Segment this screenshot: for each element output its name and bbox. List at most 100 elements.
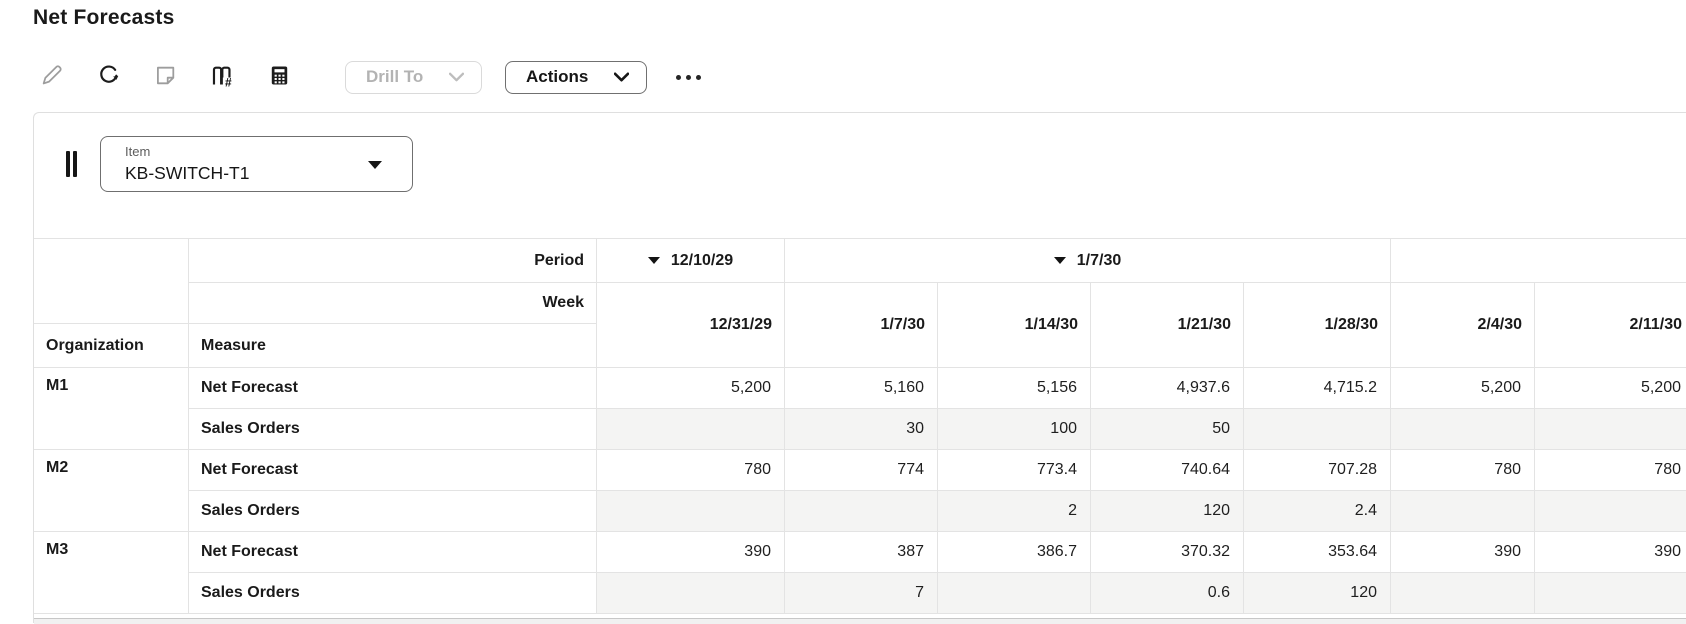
value-cell[interactable]: 5,200 bbox=[1535, 368, 1686, 409]
period-header-cell[interactable]: 12/10/29 bbox=[597, 239, 785, 283]
ellipsis-icon bbox=[676, 74, 701, 80]
calculator-button[interactable] bbox=[266, 64, 292, 90]
value-cell: 120 bbox=[1091, 491, 1244, 532]
value-cell[interactable]: 390 bbox=[1535, 532, 1686, 573]
value-cell: 120 bbox=[1244, 573, 1391, 614]
value-cell: 30 bbox=[785, 409, 938, 450]
value-cell[interactable]: 4,937.6 bbox=[1091, 368, 1244, 409]
period-header-cell[interactable]: 1/7/30 bbox=[785, 239, 1391, 283]
dropdown-arrow-icon bbox=[647, 257, 660, 264]
actions-label: Actions bbox=[526, 67, 589, 86]
more-actions-button[interactable] bbox=[674, 69, 703, 86]
value-cell-text: 2.4 bbox=[1354, 502, 1377, 519]
value-cell-text: 2 bbox=[1068, 502, 1077, 519]
measure-row-header: Net Forecast bbox=[189, 368, 597, 409]
value-cell-text: 390 bbox=[1654, 543, 1681, 560]
sticky-note-button[interactable] bbox=[152, 64, 178, 90]
week-header-cell: 2/4/30 bbox=[1391, 283, 1535, 368]
period-axis-label-text: Period bbox=[534, 251, 584, 269]
drill-to-button[interactable]: Drill To bbox=[345, 60, 482, 94]
value-cell-text: 780 bbox=[744, 461, 771, 478]
drag-handle-icon[interactable] bbox=[66, 151, 77, 177]
org-row-header-text: M1 bbox=[46, 377, 69, 394]
value-cell[interactable]: 780 bbox=[597, 450, 785, 491]
page-title: Net Forecasts bbox=[33, 6, 175, 29]
measure-header-cell: Measure bbox=[189, 324, 597, 368]
chevron-down-icon bbox=[614, 72, 629, 82]
pivot-grid: Period 12/10/29 1/7/30 Week 12/31/29 1/7/30 1/… bbox=[34, 238, 1686, 614]
value-cell-text: 707.28 bbox=[1328, 461, 1377, 478]
measure-row-header-text: Net Forecast bbox=[201, 379, 298, 396]
page-number-book-button[interactable]: # bbox=[209, 64, 235, 90]
week-header-cell: 1/28/30 bbox=[1244, 283, 1391, 368]
measure-row-header: Net Forecast bbox=[189, 450, 597, 491]
value-cell[interactable]: 774 bbox=[785, 450, 938, 491]
corner-empty-cell bbox=[34, 239, 189, 324]
item-combobox-label: Item bbox=[125, 144, 151, 159]
org-row-header: M2 bbox=[34, 450, 189, 532]
value-cell-text: 5,200 bbox=[1480, 379, 1521, 396]
value-cell bbox=[1391, 409, 1535, 450]
value-cell[interactable]: 740.64 bbox=[1091, 450, 1244, 491]
dropdown-arrow-icon bbox=[1053, 257, 1066, 264]
content-panel: Item KB-SWITCH-T1 Period 12/10/29 1/7/30 We… bbox=[33, 112, 1686, 624]
value-cell-text: 50 bbox=[1212, 420, 1230, 437]
value-cell[interactable]: 5,156 bbox=[938, 368, 1091, 409]
value-cell bbox=[1391, 573, 1535, 614]
value-cell[interactable]: 353.64 bbox=[1244, 532, 1391, 573]
value-cell-text: 0.6 bbox=[1207, 584, 1230, 601]
measure-row-header: Sales Orders bbox=[189, 573, 597, 614]
value-cell: 2.4 bbox=[1244, 491, 1391, 532]
value-cell[interactable]: 780 bbox=[1535, 450, 1686, 491]
value-cell[interactable]: 4,715.2 bbox=[1244, 368, 1391, 409]
measure-row-header-text: Sales Orders bbox=[201, 584, 300, 601]
item-combobox[interactable]: Item KB-SWITCH-T1 bbox=[100, 136, 413, 192]
value-cell[interactable]: 387 bbox=[785, 532, 938, 573]
value-cell-text: 780 bbox=[1654, 461, 1681, 478]
week-header-cell-text: 12/31/29 bbox=[709, 316, 772, 333]
value-cell[interactable]: 5,160 bbox=[785, 368, 938, 409]
week-header-cell-text: 2/4/30 bbox=[1477, 316, 1522, 333]
value-cell-text: 5,200 bbox=[730, 379, 771, 396]
value-cell[interactable]: 386.7 bbox=[938, 532, 1091, 573]
value-cell: 0.6 bbox=[1091, 573, 1244, 614]
actions-button[interactable]: Actions bbox=[505, 60, 647, 94]
value-cell[interactable]: 5,200 bbox=[597, 368, 785, 409]
chevron-down-icon bbox=[449, 72, 464, 82]
calculator-icon bbox=[267, 63, 292, 91]
value-cell bbox=[597, 573, 785, 614]
value-cell[interactable]: 370.32 bbox=[1091, 532, 1244, 573]
value-cell[interactable]: 773.4 bbox=[938, 450, 1091, 491]
week-header-cell: 2/11/30 bbox=[1535, 283, 1686, 368]
value-cell-text: 5,160 bbox=[883, 379, 924, 396]
value-cell-text: 5,156 bbox=[1036, 379, 1077, 396]
period-header-cell-text: 12/10/29 bbox=[670, 251, 734, 269]
value-cell-text: 4,937.6 bbox=[1176, 379, 1230, 396]
measure-row-header-text: Net Forecast bbox=[201, 461, 298, 478]
value-cell[interactable]: 390 bbox=[1391, 532, 1535, 573]
value-cell-text: 390 bbox=[1494, 543, 1521, 560]
value-cell[interactable]: 390 bbox=[597, 532, 785, 573]
grid-bottom-scrollbar[interactable] bbox=[34, 618, 1686, 624]
edit-pencil-button[interactable] bbox=[38, 64, 64, 90]
value-cell[interactable]: 5,200 bbox=[1391, 368, 1535, 409]
value-cell: 50 bbox=[1091, 409, 1244, 450]
week-header-cell-text: 1/7/30 bbox=[880, 316, 925, 333]
value-cell-text: 5,200 bbox=[1640, 379, 1681, 396]
value-cell bbox=[1391, 491, 1535, 532]
value-cell: 2 bbox=[938, 491, 1091, 532]
value-cell bbox=[597, 409, 785, 450]
value-cell-text: 7 bbox=[915, 584, 924, 601]
value-cell-text: 120 bbox=[1350, 584, 1377, 601]
week-header-cell-text: 1/28/30 bbox=[1324, 316, 1378, 333]
value-cell[interactable]: 707.28 bbox=[1244, 450, 1391, 491]
refresh-button[interactable] bbox=[95, 64, 121, 90]
organization-header-cell: Organization bbox=[34, 324, 189, 368]
value-cell bbox=[1535, 573, 1686, 614]
week-header-cell: 1/14/30 bbox=[938, 283, 1091, 368]
value-cell bbox=[597, 491, 785, 532]
value-cell-text: 100 bbox=[1050, 420, 1077, 437]
value-cell[interactable]: 780 bbox=[1391, 450, 1535, 491]
org-row-header-text: M3 bbox=[46, 541, 69, 558]
value-cell-text: 4,715.2 bbox=[1323, 379, 1377, 396]
